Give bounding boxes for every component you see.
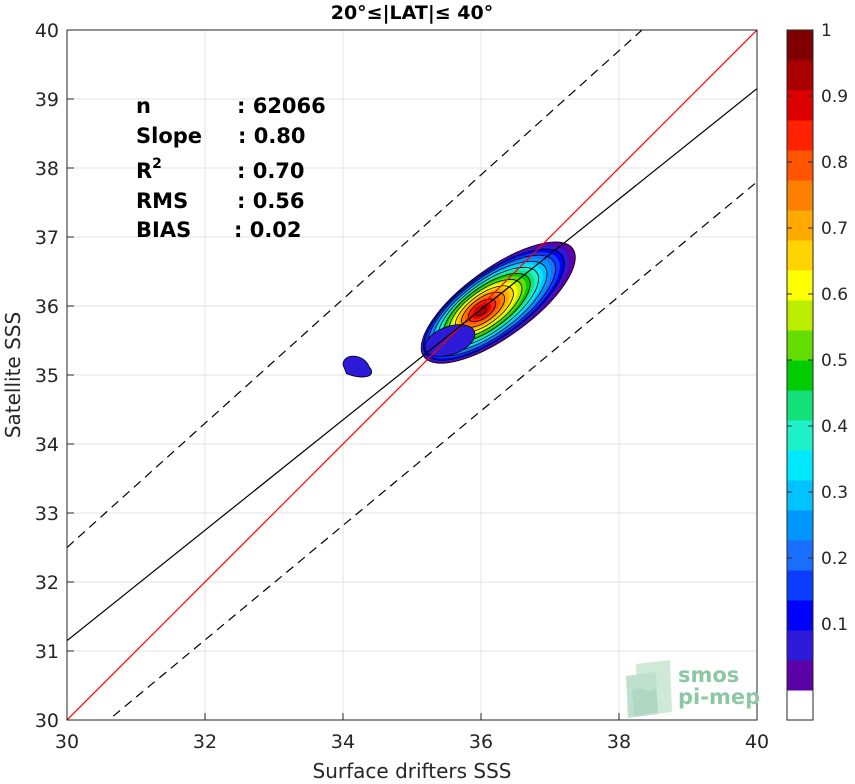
x-tick-label: 32 — [193, 731, 217, 753]
y-tick-label: 40 — [35, 20, 59, 42]
colorbar-segment — [787, 540, 813, 571]
identity-line — [67, 30, 757, 720]
x-tick-label: 36 — [469, 731, 493, 753]
colorbar-tick-label: 0.2 — [821, 549, 848, 569]
stat-value-slope: : 0.80 — [238, 124, 306, 148]
stat-value-bias: : 0.02 — [234, 218, 302, 242]
stat-label-n: n — [136, 94, 151, 118]
logo-text-line1: smos — [678, 663, 739, 687]
colorbar-segment — [787, 600, 813, 631]
stat-label-rms: RMS — [136, 189, 188, 213]
colorbar-segment — [787, 360, 813, 391]
colorbar-tick-label: 0.5 — [821, 351, 848, 371]
axis-ticks: 30 32 34 36 38 40 30 31 32 33 34 35 36 37 38 39 40 — [35, 20, 769, 753]
colorbar-segment — [787, 570, 813, 601]
stat-superscript: 2 — [152, 156, 162, 172]
colorbar-segment — [787, 300, 813, 331]
colorbar-segment — [787, 630, 813, 661]
y-tick-label: 32 — [35, 572, 59, 594]
logo-text-line2: pi-mep — [678, 685, 760, 709]
colorbar-tick-label: 0.6 — [821, 285, 848, 305]
colorbar-segment — [787, 30, 813, 61]
colorbar-segment — [787, 180, 813, 211]
colorbar: 0.1 0.2 0.3 0.4 0.5 0.6 0.7 0.8 0.9 1 — [786, 21, 848, 721]
colorbar-tick-label: 0.4 — [821, 417, 848, 437]
stat-label-slope: Slope — [136, 124, 202, 148]
smos-pi-mep-logo: smos pi-mep — [626, 660, 760, 718]
colorbar-tick-label: 0.3 — [821, 483, 848, 503]
y-axis-label: Satellite SSS — [1, 312, 25, 438]
reference-lines — [67, 30, 757, 720]
colorbar-segment — [787, 270, 813, 301]
y-tick-label: 31 — [35, 641, 59, 663]
x-tick-label: 30 — [55, 731, 79, 753]
logo-graphic — [626, 660, 672, 718]
colorbar-frame — [786, 29, 814, 721]
colorbar-segment — [787, 390, 813, 421]
colorbar-tick-label: 0.1 — [821, 615, 848, 635]
x-tick-label: 34 — [331, 731, 355, 753]
x-tick-label: 38 — [607, 731, 631, 753]
colorbar-segment — [787, 210, 813, 241]
stat-value-rms: : 0.56 — [237, 189, 305, 213]
stat-label-bias: BIAS — [136, 218, 191, 242]
colorbar-tick-label: 1 — [821, 21, 832, 41]
y-tick-label: 35 — [35, 365, 59, 387]
y-tick-label: 39 — [35, 89, 59, 111]
colorbar-segment — [787, 120, 813, 151]
colorbar-segment — [787, 480, 813, 511]
regression-line — [67, 88, 757, 642]
y-tick-label: 36 — [35, 296, 59, 318]
colorbar-segment — [787, 330, 813, 361]
density-tail — [424, 324, 476, 357]
upper-bound-line — [67, 30, 643, 548]
colorbar-segment — [787, 240, 813, 271]
colorbar-segment — [787, 690, 813, 721]
stat-value-r: : 0.70 — [237, 159, 305, 183]
colorbar-tick-label: 0.8 — [821, 153, 848, 173]
colorbar-tick-label: 0.7 — [821, 219, 848, 239]
colorbar-segment — [787, 150, 813, 181]
y-tick-label: 30 — [35, 710, 59, 732]
colorbar-segment — [787, 510, 813, 541]
density-blob-secondary — [342, 355, 372, 378]
grid — [66, 29, 758, 721]
y-tick-label: 34 — [35, 434, 59, 456]
x-axis-label: Surface drifters SSS — [313, 759, 512, 783]
y-tick-label: 33 — [35, 503, 59, 525]
colorbar-tick-label: 0.9 — [821, 87, 848, 107]
x-tick-label: 40 — [745, 731, 769, 753]
colorbar-segment — [787, 60, 813, 91]
chart-title: 20°≤|LAT|≤ 40° — [331, 2, 494, 24]
colorbar-segment — [787, 450, 813, 481]
density-contours — [342, 241, 576, 378]
colorbar-segment — [787, 90, 813, 121]
colorbar-segment — [787, 420, 813, 451]
y-tick-label: 38 — [35, 158, 59, 180]
stat-value-n: : 62066 — [237, 94, 326, 118]
colorbar-segment — [787, 660, 813, 691]
y-tick-label: 37 — [35, 227, 59, 249]
